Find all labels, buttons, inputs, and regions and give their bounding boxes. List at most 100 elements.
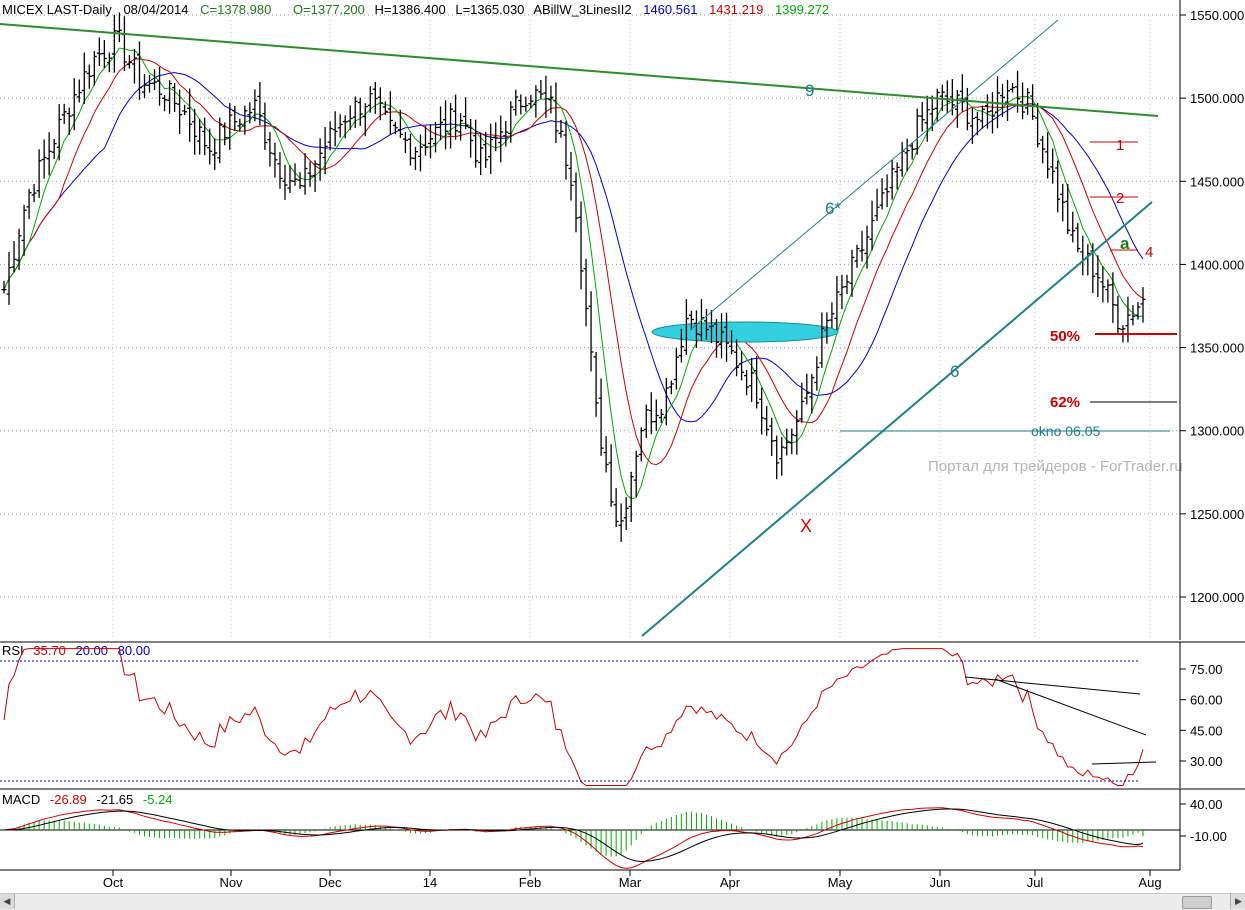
price-bar — [784, 428, 790, 456]
horizontal-scrollbar[interactable]: ◀ ▶ — [0, 893, 1245, 910]
price-bar — [919, 101, 925, 132]
price-bar — [558, 119, 564, 138]
wave-9-label: 9 — [805, 81, 814, 100]
price-bar — [352, 96, 358, 128]
trendline-9 — [0, 23, 1159, 117]
price-bar — [262, 102, 268, 151]
rsi-trendline-3 — [1091, 761, 1157, 765]
price-bar — [543, 75, 549, 118]
open-label: O=1377.200 — [293, 2, 365, 17]
scroll-left-arrow-icon[interactable]: ◀ — [0, 894, 15, 909]
price-tick-label: 1250.000 — [1190, 507, 1244, 522]
watermark: Портал для трейдеров - ForTrader.ru — [928, 458, 1183, 475]
scroll-thumb[interactable] — [1182, 896, 1212, 909]
price-bar — [478, 132, 484, 176]
price-bar — [46, 132, 52, 176]
price-bar — [121, 16, 127, 71]
price-bar — [954, 90, 960, 128]
price-bar — [1010, 83, 1016, 93]
price-bar — [1110, 272, 1116, 323]
price-bar — [468, 118, 474, 158]
price-bar — [563, 121, 569, 180]
price-bar — [448, 102, 454, 149]
price-bar — [402, 131, 408, 154]
macd-hist: -5.24 — [143, 792, 173, 807]
price-bar — [734, 339, 740, 377]
price-bar — [337, 114, 343, 138]
price-bar — [1105, 279, 1111, 303]
price-bar — [217, 117, 223, 164]
price-bar — [332, 111, 338, 147]
price-bar — [849, 249, 855, 297]
price-bar — [523, 96, 529, 112]
price-bar — [21, 204, 27, 256]
time-tick-label: Dec — [318, 875, 342, 890]
price-bar — [583, 258, 589, 327]
price-bar — [147, 74, 153, 93]
price-bar — [407, 133, 413, 166]
scroll-right-arrow-icon[interactable]: ▶ — [1230, 894, 1245, 909]
price-bar — [693, 310, 699, 348]
price-bar — [136, 41, 142, 100]
price-bar — [633, 450, 639, 498]
price-bar — [658, 408, 664, 423]
price-bar — [96, 37, 102, 66]
level-4-label: 4 — [1145, 244, 1153, 261]
price-bar — [588, 291, 594, 372]
price-grid — [0, 14, 1180, 598]
macd-label: MACD — [2, 792, 40, 807]
price-bar — [367, 86, 373, 113]
price-bar — [864, 225, 870, 269]
price-bar — [518, 94, 524, 115]
price-bar — [458, 113, 464, 141]
indicator-blue-value: 1460.561 — [643, 2, 697, 17]
rsi-low: 20.00 — [75, 643, 108, 658]
ma-blue-line — [3, 72, 1144, 423]
price-bar — [548, 85, 554, 114]
price-bar — [739, 350, 745, 381]
price-bar — [809, 374, 815, 414]
price-bar — [282, 164, 288, 200]
price-bar — [628, 471, 634, 523]
price-bar — [6, 251, 12, 305]
price-bars — [1, 12, 1146, 543]
price-bar — [648, 392, 654, 435]
price-bar — [538, 80, 544, 99]
price-bar — [994, 76, 1000, 129]
price-bar — [1035, 103, 1041, 148]
price-bar — [76, 79, 82, 103]
macd-tick-label: 40.00 — [1190, 797, 1223, 812]
price-bar — [754, 355, 760, 409]
price-bar — [1085, 244, 1091, 276]
price-bar — [969, 108, 975, 144]
price-bar — [438, 106, 444, 141]
price-bar — [327, 121, 333, 151]
price-bar — [488, 123, 494, 174]
price-bar — [769, 417, 775, 456]
low-label: L=1365.030 — [455, 2, 524, 17]
price-bar — [618, 503, 624, 543]
price-bar — [287, 165, 293, 194]
price-bar — [1055, 160, 1061, 213]
price-bar — [377, 87, 383, 121]
price-bar — [668, 380, 674, 395]
price-bar — [493, 122, 499, 152]
price-bar — [382, 101, 388, 115]
price-bar — [503, 121, 509, 147]
price-bar — [909, 142, 915, 160]
time-tick-label: Mar — [619, 875, 642, 890]
consolidation-ellipse — [651, 321, 839, 343]
price-bar — [212, 138, 218, 170]
price-bar — [267, 132, 273, 167]
price-bar — [889, 159, 895, 200]
price-bar — [1125, 296, 1131, 343]
time-tick-label: Aug — [1138, 875, 1161, 890]
price-bar — [683, 299, 689, 355]
price-bar — [71, 78, 77, 131]
price-bar — [703, 309, 709, 340]
price-bar — [397, 109, 403, 138]
price-bar — [41, 139, 47, 179]
price-bar — [894, 162, 900, 190]
price-bar — [779, 437, 785, 476]
